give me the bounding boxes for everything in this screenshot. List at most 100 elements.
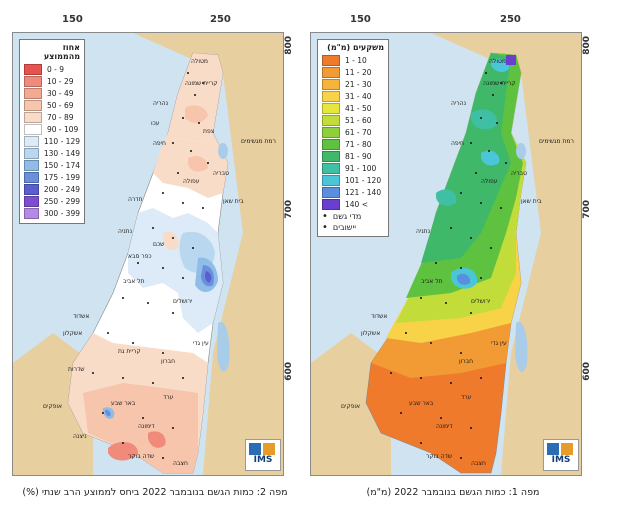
place-hatzeva: חצבה xyxy=(471,460,486,467)
amount-map: מטולה קריית שמונה נהריה חיפה רמת מגשימים… xyxy=(310,32,582,476)
right-legend-swatch xyxy=(322,139,340,150)
right-legend-row: 140 < xyxy=(322,199,384,210)
left-legend-row: 0 - 9 xyxy=(24,64,80,75)
place-haifa: חיפה xyxy=(153,140,166,147)
left-legend-label: 250 - 299 xyxy=(43,197,80,206)
left-legend-swatch xyxy=(24,208,39,219)
side-tick-800: 800 xyxy=(284,36,294,55)
right-legend-label: 51 - 60 xyxy=(345,116,372,125)
right-legend-row: 31 - 40 xyxy=(322,91,384,102)
right-legend-row: 11 - 20 xyxy=(322,67,384,78)
place-ashdod: אשדוד xyxy=(371,313,387,320)
left-legend-row: 175 - 199 xyxy=(24,172,80,183)
left-legend-row: 250 - 299 xyxy=(24,196,80,207)
left-legend-label: 90 - 109 xyxy=(47,125,79,134)
amount-legend-title: משקעים (מ"מ) xyxy=(327,43,384,52)
left-legend-swatch xyxy=(24,124,42,135)
left-legend-label: 70 - 89 xyxy=(47,113,74,122)
caption-left: מפה 2: כמות הגשם בנובמבר 2022 ביחס לממוצ… xyxy=(22,487,288,498)
right-legend-row: 91 - 100 xyxy=(322,163,384,174)
right-legend-row: 61 - 70 xyxy=(322,127,384,138)
right-legend-label: 41 - 50 xyxy=(345,104,372,113)
right-legend-symbol-label: יישובים xyxy=(332,223,357,232)
right-legend-row: 121 - 140 xyxy=(322,187,384,198)
ims-logo: IMS xyxy=(245,439,281,471)
top-tick-250: 250 xyxy=(210,14,231,25)
right-legend-swatch xyxy=(322,55,340,66)
right-legend-swatch xyxy=(322,199,340,210)
place-kfar-saba: כפר סבא xyxy=(128,253,152,260)
left-legend-row: 300 - 399 xyxy=(24,208,80,219)
right-legend-row: 1 - 10 xyxy=(322,55,384,66)
place-kiryat-shmona: קריית שמונה xyxy=(185,80,217,87)
place-dimona: דימונה xyxy=(436,423,453,430)
right-legend-label: 21 - 30 xyxy=(345,80,372,89)
right-legend-label: 1 - 10 xyxy=(345,56,367,65)
place-ashdod: אשדוד xyxy=(73,313,89,320)
left-legend-label: 10 - 29 xyxy=(47,77,74,86)
place-haifa: חיפה xyxy=(451,140,464,147)
place-nahariya: נהריה xyxy=(153,100,168,107)
place-ein-gedi: עין גדי xyxy=(193,340,209,347)
right-legend-row: 41 - 50 xyxy=(322,103,384,114)
place-shechem: שכם xyxy=(153,241,164,248)
top-tick-250: 250 xyxy=(500,14,521,25)
right-legend-swatch xyxy=(322,127,340,138)
right-legend-row: 51 - 60 xyxy=(322,115,384,126)
right-legend-label: 101 - 120 xyxy=(345,176,382,185)
side-tick-600: 600 xyxy=(284,362,294,381)
right-legend-label: 140 < xyxy=(345,200,368,209)
place-sderot: שדרות xyxy=(68,366,85,373)
left-legend-label: 200 - 249 xyxy=(43,185,80,194)
place-beer-sheva: באר שבע xyxy=(111,400,136,407)
right-legend-label: 11 - 20 xyxy=(345,68,372,77)
ims-logo: IMS xyxy=(543,439,579,471)
place-netanya: נתניה xyxy=(118,228,132,235)
place-hebron: חברון xyxy=(459,358,473,365)
left-legend-label: 50 - 69 xyxy=(47,101,74,110)
place-kiryat-shmona: קריית שמונה xyxy=(483,80,515,87)
left-legend-swatch xyxy=(24,172,39,183)
left-legend-swatch xyxy=(24,184,39,195)
place-sde-boker: שדה בוקר xyxy=(128,453,154,460)
place-ashkelon: אשקלון xyxy=(361,330,380,337)
percent-map: מטולה קריית שמונה נהריה עכו חיפה רמת מגש… xyxy=(12,32,284,476)
place-afula: עפולה xyxy=(481,178,498,185)
map-panel-percent: 150 250 800 700 600 xyxy=(12,14,298,476)
left-legend-swatch xyxy=(24,100,42,111)
right-legend-label: 81 - 90 xyxy=(345,152,372,161)
left-legend-swatch xyxy=(24,196,39,207)
dot-icon: • xyxy=(322,221,328,233)
percent-map-graphic: מטולה קריית שמונה נהריה עכו חיפה רמת מגש… xyxy=(13,33,283,475)
left-legend-label: 150 - 174 xyxy=(43,161,80,170)
left-legend-label: 110 - 129 xyxy=(43,137,80,146)
place-nitzana: ניצנה xyxy=(73,433,87,440)
place-hatzeva: חצבה xyxy=(173,460,188,467)
place-ofakim: אופקים xyxy=(341,403,360,410)
right-legend-swatch xyxy=(322,115,340,126)
right-legend-label: 91 - 100 xyxy=(345,164,377,173)
place-sde-boker: שדה בוקר xyxy=(426,453,452,460)
left-legend-swatch xyxy=(24,76,42,87)
left-legend-label: 130 - 149 xyxy=(43,149,80,158)
place-tiberias: טבריה xyxy=(511,170,527,177)
left-legend-swatch xyxy=(24,136,39,147)
map-panel-amount: 150 250 800 700 600 xyxy=(310,14,596,476)
right-legend-label: 121 - 140 xyxy=(345,188,382,197)
right-legend-row: 21 - 30 xyxy=(322,79,384,90)
left-legend-swatch xyxy=(24,112,42,123)
left-legend-row: 30 - 49 xyxy=(24,88,80,99)
place-arad: ערד xyxy=(163,394,174,401)
percent-legend: אחוז מהממוצע 0 - 9 10 - 29 30 - 49 50 - 69 7… xyxy=(19,39,85,224)
percent-legend-title: אחוז מהממוצע xyxy=(43,43,80,61)
amount-map-graphic: מטולה קריית שמונה נהריה חיפה רמת מגשימים… xyxy=(311,33,581,475)
top-tick-150: 150 xyxy=(62,14,83,25)
left-legend-swatch xyxy=(24,148,39,159)
side-tick-800: 800 xyxy=(582,36,592,55)
right-legend-symbol-label: מדי גשם xyxy=(332,212,362,221)
place-dimona: דימונה xyxy=(138,423,155,430)
right-legend-swatch xyxy=(322,67,340,78)
right-legend-swatch xyxy=(322,79,340,90)
left-legend-row: 50 - 69 xyxy=(24,100,80,111)
place-ramat: רמת מגשימים xyxy=(539,138,574,145)
